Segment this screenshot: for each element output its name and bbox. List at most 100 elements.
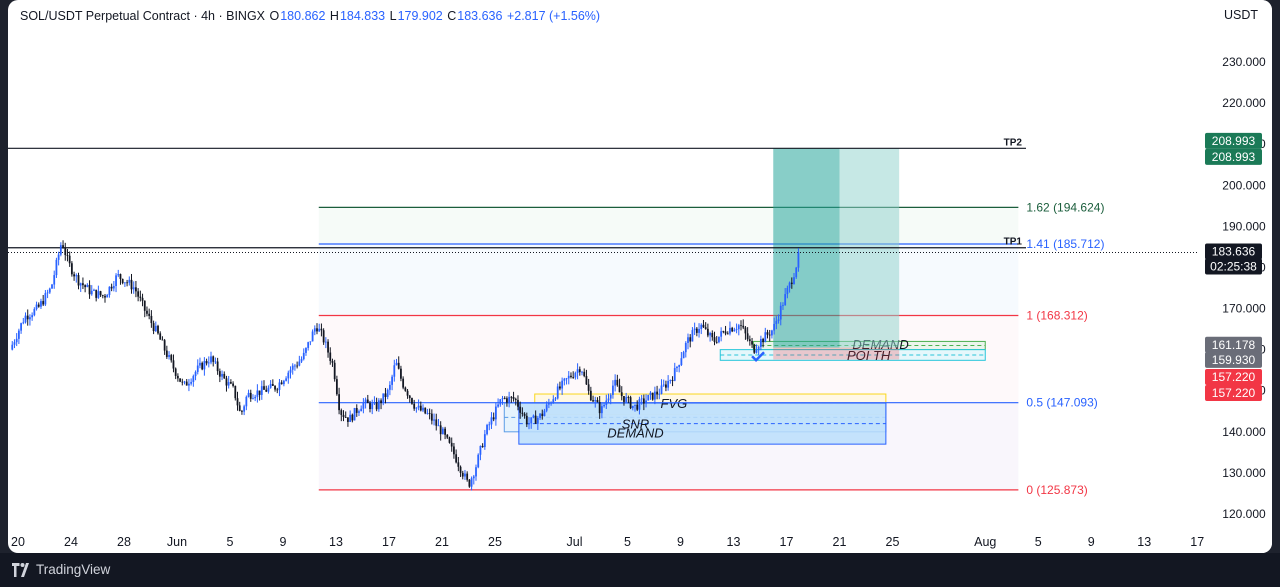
candle-body-204 — [461, 472, 464, 477]
candle-body-328 — [735, 329, 738, 330]
candle-body-5 — [22, 322, 25, 324]
candle-body-166 — [377, 400, 380, 410]
x-tick-5: 9 — [280, 535, 287, 549]
candle-body-216 — [488, 424, 491, 426]
candle-body-148 — [338, 394, 340, 411]
x-tick-17: Aug — [974, 535, 996, 549]
candle-body-275 — [618, 385, 621, 393]
candle-body-281 — [631, 405, 634, 409]
candle-body-321 — [720, 331, 723, 337]
candle-body-251 — [565, 378, 568, 380]
candle-body-188 — [426, 413, 429, 415]
candle-body-262 — [589, 390, 592, 401]
candle-body-212 — [479, 445, 482, 455]
tp-price-tag-a: 208.993 — [1212, 134, 1256, 148]
gray-price-tag-a: 161.178 — [1212, 338, 1256, 352]
fib-band-3 — [318, 207, 1019, 244]
candle-body-193 — [437, 425, 440, 427]
candle-body-24 — [64, 247, 67, 256]
candle-body-200 — [453, 446, 455, 455]
candle-body-2 — [15, 338, 18, 343]
candle-body-170 — [386, 389, 389, 397]
candle-body-55 — [132, 287, 135, 290]
candle-body-32 — [82, 283, 84, 286]
candle-body-57 — [137, 291, 140, 297]
stop-zone[interactable] — [773, 347, 900, 360]
candle-body-25 — [66, 255, 69, 256]
x-tick-0: 20 — [11, 535, 25, 549]
candle-body-104 — [241, 410, 243, 412]
candle-body-224 — [506, 398, 508, 403]
candle-body-254 — [572, 377, 575, 378]
candle-body-318 — [713, 337, 716, 342]
current-price-tag: 183.636 — [1212, 245, 1256, 259]
candle-body-315 — [706, 328, 709, 336]
candle-body-234 — [528, 423, 530, 425]
candle-body-257 — [578, 369, 581, 373]
candle-body-329 — [737, 325, 740, 330]
time-axis[interactable]: 20 24 28 Jun 5 9 13 17 21 25 Jul 5 9 13 17 21 25 Aug 5 9 13 1… — [11, 535, 1204, 549]
tradingview-brand[interactable]: TradingView — [12, 562, 110, 577]
y-tick-6: 170.000 — [1222, 302, 1266, 316]
candle-body-144 — [329, 352, 332, 361]
candle-body-220 — [497, 404, 499, 407]
candle-body-252 — [567, 375, 570, 379]
candle-body-37 — [93, 289, 95, 291]
high-label: H — [329, 9, 339, 23]
candle-body-33 — [84, 285, 87, 288]
currency-label[interactable]: USDT — [1223, 8, 1258, 22]
tp-label-0: TP2 — [1004, 137, 1023, 148]
candle-body-45 — [110, 286, 113, 289]
symbol-legend[interactable]: SOL/USDT Perpetual Contract · 4h · BINGX… — [20, 9, 601, 23]
candle-body-18 — [51, 284, 53, 289]
candles — [11, 240, 800, 491]
candle-body-157 — [358, 411, 360, 413]
red-price-tag-a: 157.220 — [1212, 370, 1256, 384]
candle-body-233 — [525, 415, 528, 425]
y-tick-3: 200.000 — [1222, 178, 1266, 192]
candle-body-292 — [656, 391, 658, 395]
x-tick-19: 9 — [1088, 535, 1095, 549]
candle-body-59 — [141, 297, 144, 301]
x-tick-13: 13 — [727, 535, 741, 549]
countdown-tag: 02:25:38 — [1210, 260, 1257, 274]
candle-body-270 — [607, 398, 610, 401]
candle-body-316 — [709, 333, 711, 336]
brand-name: TradingView — [36, 562, 111, 577]
candle-body-118 — [271, 383, 274, 386]
candle-body-130 — [298, 361, 301, 366]
candle-body-339 — [759, 338, 762, 347]
long-position[interactable] — [773, 148, 900, 360]
candle-body-140 — [320, 328, 323, 331]
candle-body-87 — [203, 360, 206, 370]
candle-body-239 — [539, 413, 541, 418]
price-axis[interactable]: 230.000220.000210.000200.000190.000180.0… — [1198, 0, 1272, 553]
y-tick-11: 120.000 — [1222, 507, 1266, 521]
gray-price-tag-a-bg — [1205, 336, 1262, 353]
candle-body-351 — [786, 287, 789, 295]
candle-body-299 — [671, 380, 674, 381]
candle-body-248 — [559, 386, 561, 389]
candle-body-139 — [318, 328, 321, 332]
candle-body-302 — [678, 365, 681, 367]
candle-body-78 — [183, 381, 186, 383]
candle-body-341 — [764, 332, 767, 343]
candle-body-34 — [86, 284, 89, 288]
candle-body-225 — [508, 396, 511, 403]
candle-body-19 — [53, 275, 56, 285]
candle-body-100 — [232, 383, 234, 386]
chart-panel[interactable]: DEMAND POI TH FVG SNR DEMAND 0 (125.873) 0.5 … — [8, 0, 1272, 553]
candle-body-267 — [600, 406, 603, 414]
candle-body-116 — [267, 387, 270, 392]
candle-body-272 — [612, 385, 614, 395]
candle-body-179 — [406, 390, 409, 396]
candle-body-96 — [223, 373, 226, 379]
check-icon — [751, 351, 765, 362]
x-tick-7: 17 — [382, 535, 396, 549]
tradingview-logo-icon — [12, 562, 29, 577]
symbol-name[interactable]: SOL/USDT Perpetual Contract · 4h · BINGX — [20, 9, 266, 23]
candle-body-317 — [711, 333, 714, 338]
candle-body-82 — [192, 376, 195, 382]
candle-body-131 — [300, 359, 303, 362]
